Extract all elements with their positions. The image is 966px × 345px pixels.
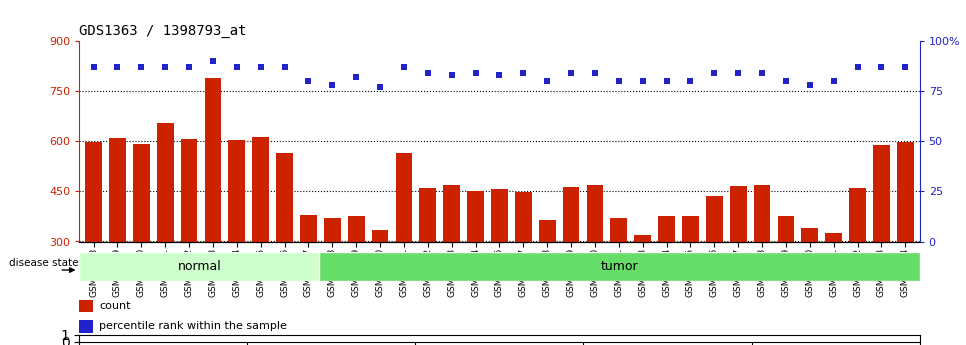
Bar xyxy=(300,215,317,342)
Bar xyxy=(778,217,794,342)
Point xyxy=(468,71,483,76)
Point xyxy=(587,71,603,76)
Point xyxy=(205,59,220,64)
Bar xyxy=(348,217,364,342)
Point xyxy=(706,71,722,76)
Bar xyxy=(443,186,460,342)
Bar xyxy=(611,218,627,342)
Point xyxy=(349,75,364,80)
Bar xyxy=(79,320,93,333)
Point xyxy=(539,79,554,84)
Point xyxy=(86,65,101,70)
Bar xyxy=(658,217,675,342)
Point xyxy=(492,73,507,78)
Bar xyxy=(730,186,747,342)
Text: count: count xyxy=(99,301,130,311)
Bar xyxy=(133,144,150,342)
Text: disease state: disease state xyxy=(9,258,78,268)
Point xyxy=(277,65,293,70)
Point xyxy=(683,79,698,84)
Bar xyxy=(753,186,771,342)
Bar xyxy=(635,235,651,342)
Bar xyxy=(252,137,269,342)
Point xyxy=(110,65,126,70)
Text: GDS1363 / 1398793_at: GDS1363 / 1398793_at xyxy=(79,24,246,38)
Point xyxy=(873,65,889,70)
Bar xyxy=(419,188,437,342)
Point xyxy=(300,79,316,84)
Point xyxy=(444,73,460,78)
Bar xyxy=(395,153,412,342)
Point xyxy=(133,65,149,70)
Bar xyxy=(849,188,866,342)
Point xyxy=(826,79,841,84)
Point xyxy=(802,83,817,88)
Bar xyxy=(873,145,890,342)
Bar xyxy=(79,299,93,312)
Bar xyxy=(324,218,341,342)
Text: normal: normal xyxy=(178,260,221,273)
Bar xyxy=(85,142,101,342)
Point xyxy=(229,65,244,70)
Point xyxy=(563,71,579,76)
Bar xyxy=(372,230,388,342)
Point xyxy=(396,65,412,70)
Text: percentile rank within the sample: percentile rank within the sample xyxy=(99,322,287,332)
Bar xyxy=(109,138,126,342)
Bar xyxy=(276,153,293,342)
Point xyxy=(897,65,913,70)
Bar xyxy=(205,78,221,342)
Point xyxy=(325,83,340,88)
Bar xyxy=(228,140,245,342)
Bar xyxy=(156,123,174,342)
Point xyxy=(635,79,650,84)
Text: tumor: tumor xyxy=(601,260,639,273)
Bar xyxy=(515,192,531,342)
Bar xyxy=(562,187,580,342)
Bar xyxy=(320,252,920,281)
Bar xyxy=(802,228,818,342)
Bar xyxy=(539,220,555,342)
Bar xyxy=(468,191,484,342)
Point xyxy=(730,71,746,76)
Bar xyxy=(491,189,508,342)
Bar xyxy=(181,139,197,342)
Point xyxy=(157,65,173,70)
Bar xyxy=(682,217,698,342)
Point xyxy=(659,79,674,84)
Point xyxy=(372,85,387,90)
Point xyxy=(420,71,436,76)
Point xyxy=(779,79,794,84)
Point xyxy=(850,65,866,70)
Bar xyxy=(825,233,842,342)
Bar xyxy=(706,196,723,342)
Bar xyxy=(586,186,604,342)
Point xyxy=(754,71,770,76)
Point xyxy=(253,65,269,70)
Bar xyxy=(79,252,320,281)
Point xyxy=(516,71,531,76)
Bar xyxy=(897,142,914,342)
Point xyxy=(182,65,197,70)
Point xyxy=(611,79,627,84)
